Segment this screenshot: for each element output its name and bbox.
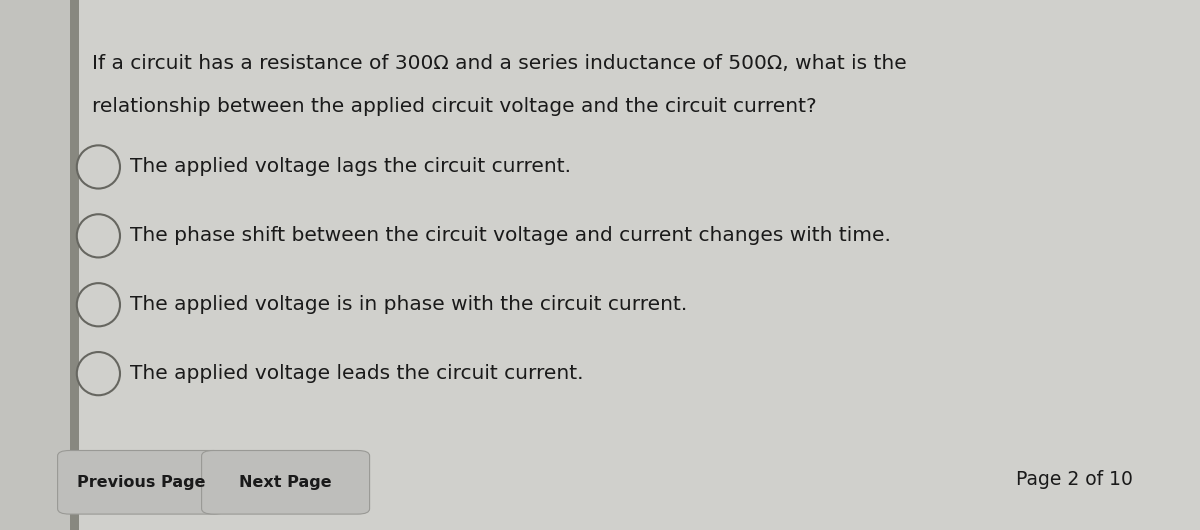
Text: Previous Page: Previous Page (77, 475, 206, 490)
Text: The applied voltage leads the circuit current.: The applied voltage leads the circuit cu… (130, 364, 583, 383)
Text: The phase shift between the circuit voltage and current changes with time.: The phase shift between the circuit volt… (130, 226, 890, 245)
Text: If a circuit has a resistance of 300Ω and a series inductance of 500Ω, what is t: If a circuit has a resistance of 300Ω an… (92, 54, 907, 73)
FancyBboxPatch shape (202, 450, 370, 514)
FancyBboxPatch shape (58, 450, 226, 514)
Ellipse shape (77, 352, 120, 395)
Text: Page 2 of 10: Page 2 of 10 (1015, 470, 1133, 489)
Ellipse shape (77, 145, 120, 189)
Text: The applied voltage is in phase with the circuit current.: The applied voltage is in phase with the… (130, 295, 686, 314)
Text: relationship between the applied circuit voltage and the circuit current?: relationship between the applied circuit… (92, 96, 817, 116)
FancyBboxPatch shape (70, 0, 79, 530)
Ellipse shape (77, 214, 120, 258)
Ellipse shape (77, 283, 120, 326)
Text: The applied voltage lags the circuit current.: The applied voltage lags the circuit cur… (130, 157, 571, 176)
FancyBboxPatch shape (0, 0, 70, 530)
Text: Next Page: Next Page (239, 475, 332, 490)
